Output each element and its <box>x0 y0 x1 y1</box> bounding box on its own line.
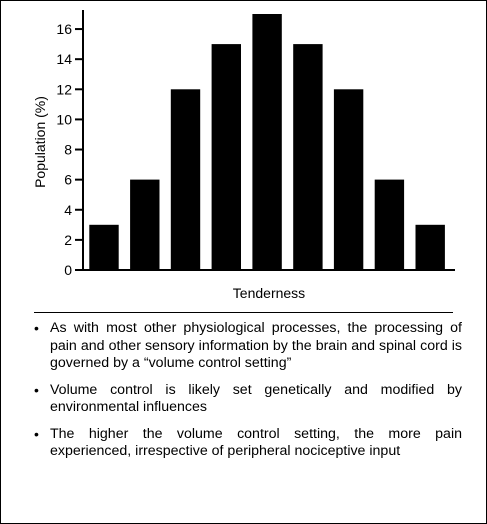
bar <box>170 89 201 270</box>
bullet-item: • Volume control is likely set genetical… <box>32 382 462 417</box>
x-axis-label: Tenderness <box>233 285 305 301</box>
bar <box>415 224 445 270</box>
bullet-text: As with most other physiological process… <box>50 320 462 371</box>
bullet-item: • The higher the volume control setting,… <box>32 426 462 461</box>
bar <box>333 89 364 270</box>
bullet-list: • As with most other physiological proce… <box>32 320 462 470</box>
y-tick-label: 12 <box>56 81 72 97</box>
y-tick-label: 2 <box>64 232 72 248</box>
bars-group <box>89 14 445 270</box>
bar <box>89 224 119 270</box>
y-axis: 0 2 4 6 8 10 12 14 16 <box>56 10 84 278</box>
bullet-text: Volume control is likely set genetically… <box>50 381 462 416</box>
bar <box>130 179 160 270</box>
bullet-dot: • <box>34 381 39 398</box>
bullet-dot: • <box>34 320 39 336</box>
bullet-text: The higher the volume control setting, t… <box>50 425 462 460</box>
y-axis-label: Population (%) <box>32 96 48 188</box>
bar <box>293 44 323 270</box>
bar <box>252 14 282 270</box>
y-tick-label: 0 <box>64 262 72 278</box>
bullet-item: • As with most other physiological proce… <box>32 320 462 373</box>
bar <box>374 179 405 270</box>
y-tick-label: 6 <box>64 172 72 188</box>
divider-line <box>34 312 453 313</box>
y-tick-label: 16 <box>56 21 72 37</box>
y-tick-label: 4 <box>64 202 72 218</box>
y-tick-label: 14 <box>56 51 72 67</box>
bar <box>211 44 241 270</box>
y-tick-label: 10 <box>56 111 72 127</box>
y-tick-label: 8 <box>64 142 72 158</box>
bullet-dot: • <box>34 425 39 442</box>
bar-chart: 0 2 4 6 8 10 12 14 16 Tenderness Population (%) <box>32 10 455 301</box>
